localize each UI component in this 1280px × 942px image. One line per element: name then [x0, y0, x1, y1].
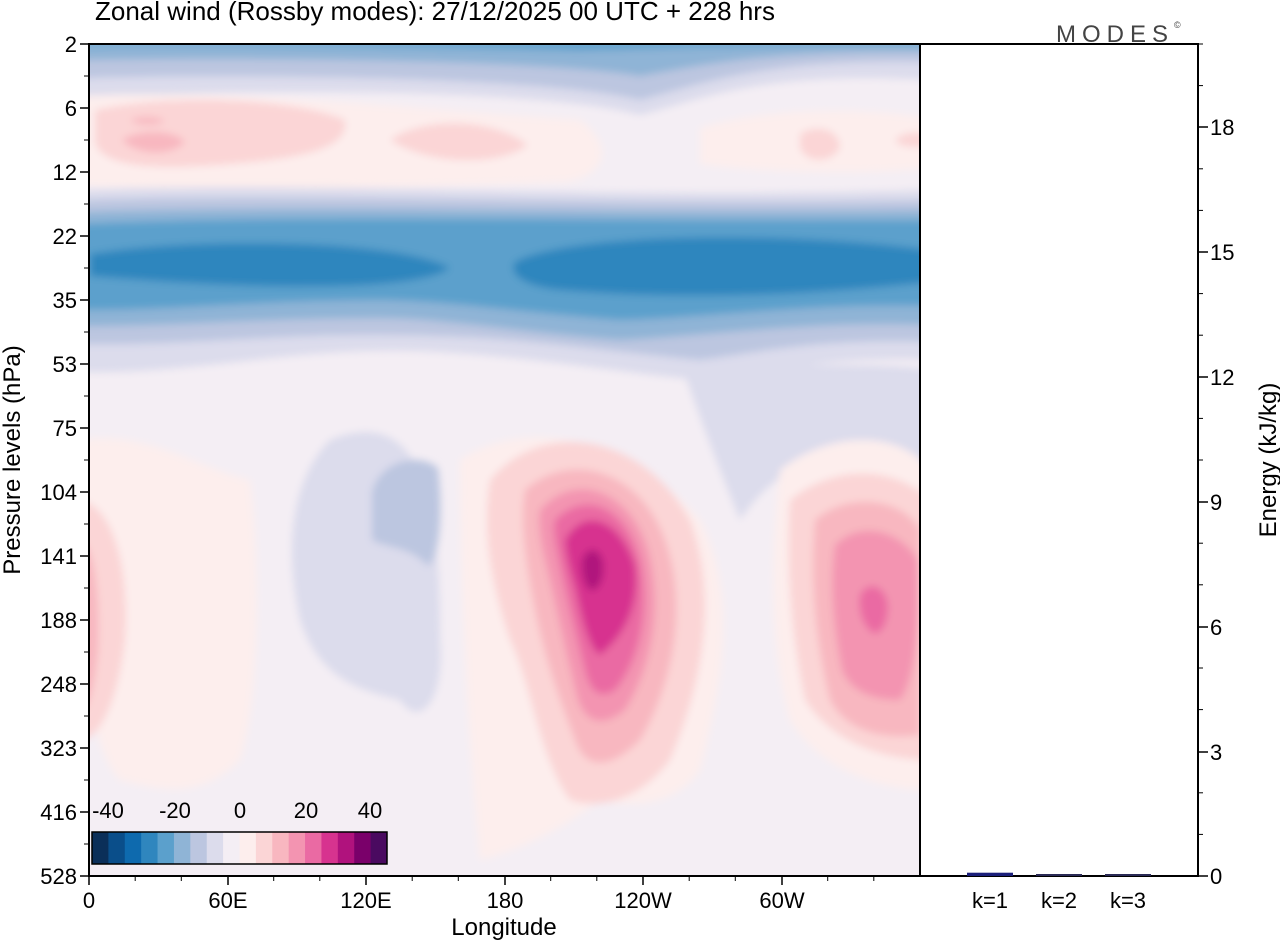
y-tick-label: 104	[40, 480, 77, 505]
energy-axis-title: Energy (kJ/kg)	[1255, 383, 1280, 538]
energy-panel: 0 3 6 9 12 15 18 Energy (kJ/kg) k=1 k=2 …	[967, 43, 1280, 913]
energy-bar	[1036, 874, 1082, 876]
colorbar-cell	[354, 832, 372, 864]
x-tick-label: 60E	[208, 888, 247, 913]
energy-tick-label: 12	[1210, 365, 1234, 390]
y-tick-label: 141	[40, 544, 77, 569]
energy-tick-label: 6	[1210, 615, 1222, 640]
colorbar-label: 40	[358, 798, 382, 823]
colorbar-cell	[173, 832, 191, 864]
wind-field	[89, 44, 920, 876]
energy-bar	[967, 872, 1013, 876]
bar-category-label: k=2	[1041, 888, 1077, 913]
colorbar-cell	[206, 832, 224, 864]
x-tick-label: 120E	[340, 888, 391, 913]
colorbar-cell	[157, 832, 175, 864]
chart-title: Zonal wind (Rossby modes): 27/12/2025 00…	[95, 0, 775, 26]
y-tick-label: 12	[53, 160, 77, 185]
bar-category-label: k=1	[972, 888, 1008, 913]
colorbar-cell	[190, 832, 208, 864]
colorbar-label: 0	[234, 798, 246, 823]
colorbar-label: -40	[92, 798, 124, 823]
energy-panel-frame	[919, 43, 1199, 877]
x-tick-label: 60W	[759, 888, 804, 913]
y-tick-label: 53	[53, 352, 77, 377]
colorbar-cell	[239, 832, 257, 864]
colorbar-cell	[272, 832, 290, 864]
colorbar-cell	[108, 832, 126, 864]
energy-tick-label: 0	[1210, 864, 1222, 889]
colorbar-frame	[91, 831, 388, 865]
x-tick-label: 120W	[614, 888, 672, 913]
colorbar-cell	[305, 832, 322, 864]
colorbar-cell	[141, 832, 158, 864]
colorbar-cell	[337, 832, 355, 864]
colorbar: -40 -20 0 20 40	[91, 798, 388, 865]
longitude-axis: 0 60E 120E 180 120W 60W Longitude	[83, 876, 875, 941]
colorbar-cell	[124, 832, 142, 864]
energy-tick-label: 3	[1210, 740, 1222, 765]
y-tick-label: 248	[40, 672, 77, 697]
energy-tick-label: 9	[1210, 490, 1222, 515]
colorbar-label: -20	[159, 798, 191, 823]
y-tick-label: 6	[65, 96, 77, 121]
y-axis-title: Pressure levels (hPa)	[0, 345, 26, 574]
bar-category-label: k=3	[1110, 888, 1146, 913]
colorbar-cell	[92, 832, 109, 864]
colorbar-cell	[223, 832, 240, 864]
pressure-axis: 2 6 12 22 35 53 75 104 141 188 248 323 4…	[0, 32, 89, 889]
y-tick-label: 528	[40, 864, 77, 889]
y-tick-label: 75	[53, 416, 77, 441]
energy-tick-label: 18	[1210, 115, 1234, 140]
logo-mark: ©	[1174, 20, 1181, 30]
colorbar-cell	[370, 832, 388, 864]
energy-tick-label: 15	[1210, 240, 1234, 265]
y-tick-label: 416	[40, 800, 77, 825]
colorbar-label: 20	[294, 798, 318, 823]
y-tick-label: 22	[53, 224, 77, 249]
colorbar-cell	[288, 832, 306, 864]
y-tick-label: 323	[40, 736, 77, 761]
y-tick-label: 2	[65, 32, 77, 57]
colorbar-cell	[321, 832, 339, 864]
x-tick-label: 180	[487, 888, 524, 913]
x-axis-title: Longitude	[451, 914, 556, 941]
colorbar-cell	[255, 832, 273, 864]
y-tick-label: 188	[40, 608, 77, 633]
x-tick-label: 0	[83, 888, 95, 913]
energy-bar	[1105, 874, 1151, 876]
y-tick-label: 35	[53, 288, 77, 313]
